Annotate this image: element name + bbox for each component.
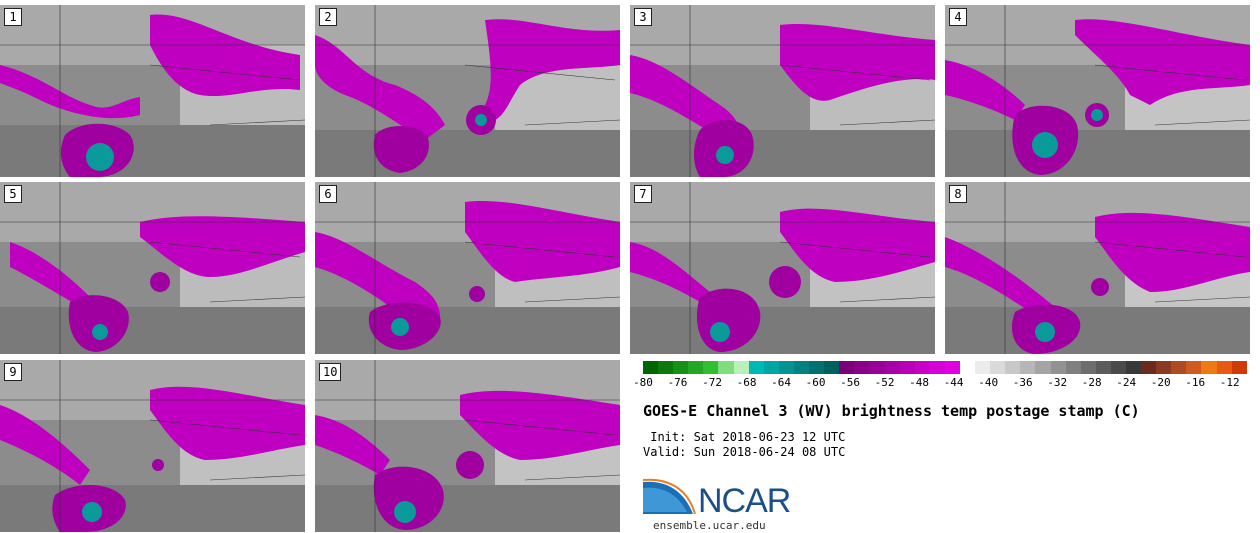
colorbar-ticks: -80 -76 -72 -68 -64 -60 -56 -52 -48 -44 -40 -36 -32-… xyxy=(633,376,1247,392)
colorbar-tick-label: -20 xyxy=(1150,376,1171,389)
stamp-label-9: 9 xyxy=(4,363,22,381)
colorbar-swatch xyxy=(1065,361,1081,374)
stamp-map-7 xyxy=(630,182,935,354)
colorbar-swatch xyxy=(1020,361,1036,374)
colorbar-swatch xyxy=(854,361,870,374)
stamp-map-5 xyxy=(0,182,305,354)
colorbar-swatch xyxy=(793,361,810,374)
colorbar-tick-label: -68 xyxy=(736,376,757,389)
colorbar-swatch xyxy=(914,361,930,374)
stamp-map-8 xyxy=(945,182,1250,354)
colorbar-swatch xyxy=(1231,361,1247,374)
colorbar-tick-label: -64 xyxy=(771,376,791,389)
stamp-map-10 xyxy=(315,360,620,532)
stamp-map-4 xyxy=(945,5,1250,177)
colorbar-tick-label: -28 xyxy=(1081,376,1102,389)
colorbar-swatch xyxy=(1110,361,1126,374)
colorbar-swatch xyxy=(824,361,840,374)
stamp-label-1: 1 xyxy=(4,8,22,26)
colorbar-swatch xyxy=(809,361,825,374)
init-time: Init: Sat 2018-06-23 12 UTC xyxy=(643,430,846,444)
colorbar-swatch xyxy=(884,361,900,374)
colorbar-swatch xyxy=(688,361,704,374)
colorbar-swatch xyxy=(1171,361,1187,374)
stamp-label-4: 4 xyxy=(949,8,967,26)
colorbar-swatch xyxy=(839,361,855,374)
stamp-panel-10: 10 xyxy=(315,360,620,532)
colorbar-swatch xyxy=(1156,361,1172,374)
colorbar-tick-label: -76 xyxy=(667,376,688,389)
colorbar-swatch xyxy=(1095,361,1111,374)
colorbar-tick-label: -36 xyxy=(1012,376,1033,389)
colorbar-swatch xyxy=(975,361,991,374)
stamp-map-1 xyxy=(0,5,305,177)
colorbar-swatch xyxy=(673,361,689,374)
colorbar-swatch xyxy=(1035,361,1051,374)
colorbar-tick-label: -48 xyxy=(909,376,930,389)
stamp-panel-2: 2 xyxy=(315,5,620,177)
stamp-panel-8: 8 xyxy=(945,182,1250,354)
colorbar-tick-label: -80 xyxy=(633,376,653,389)
stamp-map-9 xyxy=(0,360,305,532)
stamp-panel-9: 9 xyxy=(0,360,305,532)
ncar-logo-icon xyxy=(643,478,696,515)
colorbar-swatch xyxy=(643,361,659,374)
stamp-panel-6: 6 xyxy=(315,182,620,354)
stamp-panel-3: 3 xyxy=(630,5,935,177)
stamp-map-2 xyxy=(315,5,620,177)
colorbar-tick-label: -12 xyxy=(1219,376,1240,389)
colorbar-swatch xyxy=(1050,361,1066,374)
colorbar-swatch xyxy=(1126,361,1142,374)
colorbar xyxy=(643,361,1247,374)
stamp-label-6: 6 xyxy=(319,185,337,203)
colorbar-swatch xyxy=(718,361,734,374)
colorbar-tick-label: -24 xyxy=(1116,376,1137,389)
stamp-label-2: 2 xyxy=(319,8,337,26)
colorbar-swatch xyxy=(733,361,749,374)
colorbar-swatch xyxy=(899,361,915,374)
colorbar-tick-label: -60 xyxy=(805,376,826,389)
colorbar-swatch xyxy=(990,361,1006,374)
colorbar-swatch xyxy=(658,361,674,374)
stamp-label-8: 8 xyxy=(949,185,967,203)
stamp-map-3 xyxy=(630,5,935,177)
stamp-map-6 xyxy=(315,182,620,354)
colorbar-swatch xyxy=(1005,361,1021,374)
valid-time: Valid: Sun 2018-06-24 08 UTC xyxy=(643,445,846,459)
stamp-label-10: 10 xyxy=(319,363,342,381)
stamp-panel-1: 1 xyxy=(0,5,305,177)
stamp-label-5: 5 xyxy=(4,185,22,203)
figure-title: GOES-E Channel 3 (WV) brightness temp po… xyxy=(643,402,1140,420)
colorbar-swatch xyxy=(778,361,794,374)
colorbar-swatch xyxy=(1186,361,1202,374)
ncar-logo-text: NCAR xyxy=(698,482,791,520)
site-url: ensemble.ucar.edu xyxy=(653,519,766,532)
colorbar-swatch xyxy=(748,361,764,374)
colorbar-swatch xyxy=(1216,361,1232,374)
colorbar-swatch xyxy=(763,361,779,374)
colorbar-tick-label: -16 xyxy=(1185,376,1206,389)
colorbar-swatch xyxy=(1080,361,1096,374)
colorbar-swatch xyxy=(959,361,976,374)
stamp-label-3: 3 xyxy=(634,8,652,26)
colorbar-tick-label: -52 xyxy=(874,376,895,389)
colorbar-tick-label: -56 xyxy=(840,376,861,389)
colorbar-swatch xyxy=(929,361,945,374)
stamp-panel-7: 7 xyxy=(630,182,935,354)
stamp-label-7: 7 xyxy=(634,185,652,203)
colorbar-swatch xyxy=(944,361,960,374)
colorbar-swatch xyxy=(1141,361,1157,374)
stamp-panel-4: 4 xyxy=(945,5,1250,177)
stamp-panel-5: 5 xyxy=(0,182,305,354)
colorbar-tick-label: -40 xyxy=(978,376,999,389)
colorbar-tick-label: -32 xyxy=(1047,376,1068,389)
colorbar-swatch xyxy=(869,361,885,374)
colorbar-swatch xyxy=(703,361,719,374)
colorbar-tick-label: -72 xyxy=(702,376,722,389)
colorbar-swatch xyxy=(1201,361,1217,374)
colorbar-tick-label: -44 xyxy=(943,376,964,389)
